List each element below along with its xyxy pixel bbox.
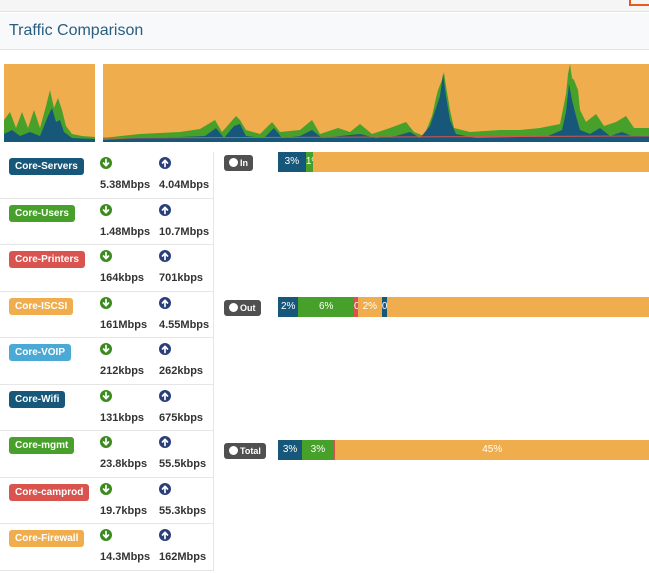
total-label-badge: Total (224, 443, 266, 459)
traffic-total-group: Total 3% 3% 45% (224, 440, 649, 462)
traffic-graph-svg (4, 64, 649, 142)
traffic-out-group: Out 2% 6% 0 2% 0 (224, 297, 649, 319)
total-segment[interactable]: 3% (302, 440, 334, 460)
host-badge[interactable]: Core-Servers (9, 158, 84, 175)
host-badge[interactable]: Core-ISCSI (9, 297, 74, 315)
page-title: Traffic Comparison (9, 22, 144, 39)
arrow-up-icon (159, 482, 171, 495)
upload-rate: 4.55Mbps (159, 318, 210, 331)
in-progress-bar[interactable]: 3%1% (278, 152, 649, 172)
refresh-icon (229, 446, 238, 455)
out-segment[interactable]: 6% (298, 297, 355, 317)
host-badge[interactable]: Core-Wifi (9, 390, 66, 408)
upload-rate: 162Mbps (159, 551, 207, 563)
top-strip (0, 0, 649, 12)
out-progress-bar[interactable]: 2% 6% 0 2% 0 (278, 297, 649, 317)
arrow-circle-up-icon (229, 303, 238, 312)
host-badge[interactable]: Core-Firewall (9, 530, 85, 547)
host-row: Core-Users 1.48Mbps 10.7Mbps (0, 198, 214, 245)
host-list: Core-Servers 5.38Mbps 4.04Mbps Core-Users 1.… (0, 152, 214, 571)
arrow-down-icon (100, 157, 112, 169)
arrow-down-icon (100, 482, 112, 495)
arrow-down-icon (100, 343, 112, 355)
total-label-text: Total (240, 446, 261, 456)
upload-rate: 262kbps (159, 365, 204, 377)
out-segment[interactable]: 0 (381, 297, 388, 317)
out-segment[interactable]: 2% (357, 297, 382, 317)
arrow-up-icon (159, 203, 171, 216)
host-row: Core-mgmt 23.8kbps 55.5kbps (0, 431, 214, 478)
arrow-down-icon (100, 436, 112, 448)
download-rate: 14.3Mbps (100, 551, 151, 563)
in-segment[interactable]: 3% (278, 152, 306, 172)
download-rate: 1.48Mbps (100, 225, 151, 238)
arrow-down-icon (100, 529, 112, 541)
host-row: Core-Wifi 131kbps 675kbps (0, 384, 214, 431)
out-segment[interactable]: 2% (278, 297, 299, 317)
graph-area-servers (4, 74, 649, 142)
out-segment[interactable]: 0 (354, 297, 358, 317)
total-segment[interactable]: 3% (278, 440, 303, 460)
out-label-text: Out (240, 303, 256, 313)
arrow-up-icon (159, 296, 171, 309)
traffic-in-group: In 3%1% (224, 152, 649, 174)
upload-rate: 55.5kbps (159, 458, 207, 470)
download-rate: 161Mbps (100, 318, 148, 331)
upload-rate: 675kbps (159, 411, 204, 424)
arrow-down-icon (100, 296, 112, 309)
arrow-up-icon (159, 343, 171, 355)
upload-rate: 4.04Mbps (159, 179, 210, 191)
host-row: Core-Firewall 14.3Mbps 162Mbps (0, 524, 214, 571)
download-rate: 131kbps (100, 411, 145, 424)
download-rate: 19.7kbps (100, 504, 148, 517)
upload-rate: 10.7Mbps (159, 225, 210, 238)
total-progress-bar[interactable]: 3% 3% 45% (278, 440, 649, 460)
graph-area-printers (102, 135, 649, 139)
download-rate: 212kbps (100, 365, 145, 377)
arrow-up-icon (159, 250, 171, 262)
host-badge[interactable]: Core-Users (9, 204, 75, 222)
download-rate: 5.38Mbps (100, 179, 151, 191)
host-badge[interactable]: Core-camprod (9, 483, 90, 501)
out-label-badge: Out (224, 300, 261, 316)
arrow-circle-down-icon (229, 158, 238, 167)
arrow-down-icon (100, 250, 112, 262)
arrow-down-icon (100, 203, 112, 216)
arrow-up-icon (159, 436, 171, 448)
host-row: Core-camprod 19.7kbps 55.3kbps (0, 477, 214, 524)
in-label-badge: In (224, 155, 253, 171)
upload-rate: 701kbps (159, 272, 204, 284)
download-rate: 164kbps (100, 272, 145, 284)
host-badge[interactable]: Core-mgmt (9, 437, 75, 454)
out-segment[interactable] (387, 297, 649, 317)
in-segment[interactable] (313, 152, 649, 172)
total-segment[interactable]: 45% (335, 440, 649, 460)
in-segment[interactable]: 1% (305, 152, 314, 172)
host-row: Core-Servers 5.38Mbps 4.04Mbps (0, 152, 214, 199)
arrow-up-icon (159, 529, 171, 541)
panel-header: Traffic Comparison (0, 13, 649, 50)
corner-mark (629, 0, 649, 6)
host-row: Core-Printers 164kbps 701kbps (0, 245, 214, 292)
host-badge[interactable]: Core-VOIP (9, 344, 72, 361)
host-row: Core-VOIP 212kbps 262kbps (0, 338, 214, 385)
total-segment[interactable] (333, 440, 336, 460)
host-badge[interactable]: Core-Printers (9, 251, 85, 268)
arrow-down-icon (100, 389, 112, 402)
arrow-up-icon (159, 389, 171, 402)
graph-area-iscsi (4, 64, 649, 142)
host-row: Core-ISCSI 161Mbps 4.55Mbps (0, 291, 214, 338)
in-label-text: In (240, 158, 248, 168)
download-rate: 23.8kbps (100, 458, 148, 470)
arrow-up-icon (159, 157, 171, 169)
upload-rate: 55.3kbps (159, 504, 207, 517)
traffic-stacked-graph[interactable] (0, 50, 649, 146)
